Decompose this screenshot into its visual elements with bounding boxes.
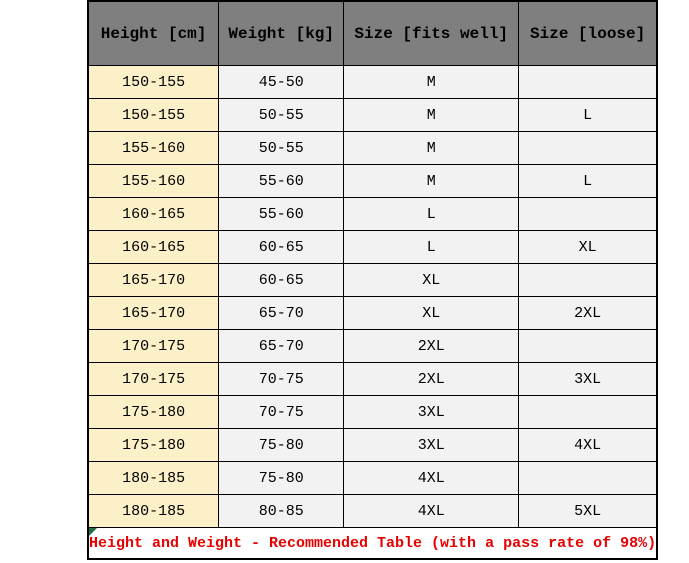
cell-weight: 75-80 xyxy=(218,428,345,462)
cell-size-fits-well: M xyxy=(343,164,520,198)
table-row: 180-185 80-85 4XL 5XL xyxy=(87,494,658,528)
cell-size-fits-well: 4XL xyxy=(343,461,520,495)
table-row: 155-160 50-55 M xyxy=(87,131,658,165)
cell-height: 175-180 xyxy=(87,428,220,462)
cell-size-fits-well: L xyxy=(343,230,520,264)
cell-height: 155-160 xyxy=(87,164,220,198)
table-row: 150-155 45-50 M xyxy=(87,65,658,99)
header-size-fits-well: Size [fits well] xyxy=(343,0,520,66)
cell-size-fits-well: M xyxy=(343,131,520,165)
cell-height: 175-180 xyxy=(87,395,220,429)
cell-height: 160-165 xyxy=(87,197,220,231)
cell-size-fits-well: 3XL xyxy=(343,428,520,462)
cell-height: 160-165 xyxy=(87,230,220,264)
cell-size-loose: 4XL xyxy=(518,428,658,462)
cell-weight: 50-55 xyxy=(218,131,345,165)
cell-weight: 80-85 xyxy=(218,494,345,528)
cell-height: 170-175 xyxy=(87,362,220,396)
cell-weight: 75-80 xyxy=(218,461,345,495)
footer-note-cell: Height and Weight - Recommended Table (w… xyxy=(87,527,658,560)
size-chart-table: Height [cm] Weight [kg] Size [fits well]… xyxy=(87,0,659,560)
cell-height: 155-160 xyxy=(87,131,220,165)
table-row: 155-160 55-60 M L xyxy=(87,164,658,198)
header-height: Height [cm] xyxy=(87,0,220,66)
header-weight: Weight [kg] xyxy=(218,0,345,66)
cell-size-loose xyxy=(518,65,658,99)
cell-size-fits-well: 2XL xyxy=(343,362,520,396)
cell-size-loose xyxy=(518,263,658,297)
table-row: 180-185 75-80 4XL xyxy=(87,461,658,495)
cell-size-loose xyxy=(518,197,658,231)
table-row: 165-170 65-70 XL 2XL xyxy=(87,296,658,330)
cell-height: 170-175 xyxy=(87,329,220,363)
cell-height: 180-185 xyxy=(87,461,220,495)
cell-size-loose xyxy=(518,131,658,165)
cell-weight: 60-65 xyxy=(218,263,345,297)
cell-size-fits-well: XL xyxy=(343,263,520,297)
cell-height: 165-170 xyxy=(87,263,220,297)
cell-weight: 45-50 xyxy=(218,65,345,99)
cell-weight: 65-70 xyxy=(218,296,345,330)
cell-height: 150-155 xyxy=(87,98,220,132)
table-row: 160-165 55-60 L xyxy=(87,197,658,231)
cell-size-fits-well: M xyxy=(343,98,520,132)
header-size-loose: Size [loose] xyxy=(518,0,658,66)
table-row: 170-175 70-75 2XL 3XL xyxy=(87,362,658,396)
table-row: 175-180 70-75 3XL xyxy=(87,395,658,429)
header-row: Height [cm] Weight [kg] Size [fits well]… xyxy=(87,0,658,66)
cell-weight: 55-60 xyxy=(218,197,345,231)
table-row: 170-175 65-70 2XL xyxy=(87,329,658,363)
cell-size-fits-well: XL xyxy=(343,296,520,330)
cell-size-loose: XL xyxy=(518,230,658,264)
cell-size-fits-well: 4XL xyxy=(343,494,520,528)
cell-size-loose xyxy=(518,329,658,363)
cell-weight: 60-65 xyxy=(218,230,345,264)
cell-size-loose: 3XL xyxy=(518,362,658,396)
cell-size-fits-well: 3XL xyxy=(343,395,520,429)
cell-weight: 55-60 xyxy=(218,164,345,198)
cell-size-fits-well: M xyxy=(343,65,520,99)
cell-height: 150-155 xyxy=(87,65,220,99)
cell-size-loose: 5XL xyxy=(518,494,658,528)
cell-height: 180-185 xyxy=(87,494,220,528)
table-row: 150-155 50-55 M L xyxy=(87,98,658,132)
cell-weight: 70-75 xyxy=(218,395,345,429)
green-corner-triangle-icon xyxy=(89,528,97,536)
table-row: 175-180 75-80 3XL 4XL xyxy=(87,428,658,462)
footer-row: Height and Weight - Recommended Table (w… xyxy=(87,527,658,560)
cell-size-loose xyxy=(518,461,658,495)
cell-size-loose: 2XL xyxy=(518,296,658,330)
cell-height: 165-170 xyxy=(87,296,220,330)
cell-weight: 65-70 xyxy=(218,329,345,363)
table-row: 165-170 60-65 XL xyxy=(87,263,658,297)
cell-size-fits-well: 2XL xyxy=(343,329,520,363)
cell-size-loose: L xyxy=(518,98,658,132)
cell-weight: 50-55 xyxy=(218,98,345,132)
cell-size-loose xyxy=(518,395,658,429)
cell-size-fits-well: L xyxy=(343,197,520,231)
table-row: 160-165 60-65 L XL xyxy=(87,230,658,264)
cell-size-loose: L xyxy=(518,164,658,198)
footer-note: Height and Weight - Recommended Table (w… xyxy=(89,534,657,552)
cell-weight: 70-75 xyxy=(218,362,345,396)
